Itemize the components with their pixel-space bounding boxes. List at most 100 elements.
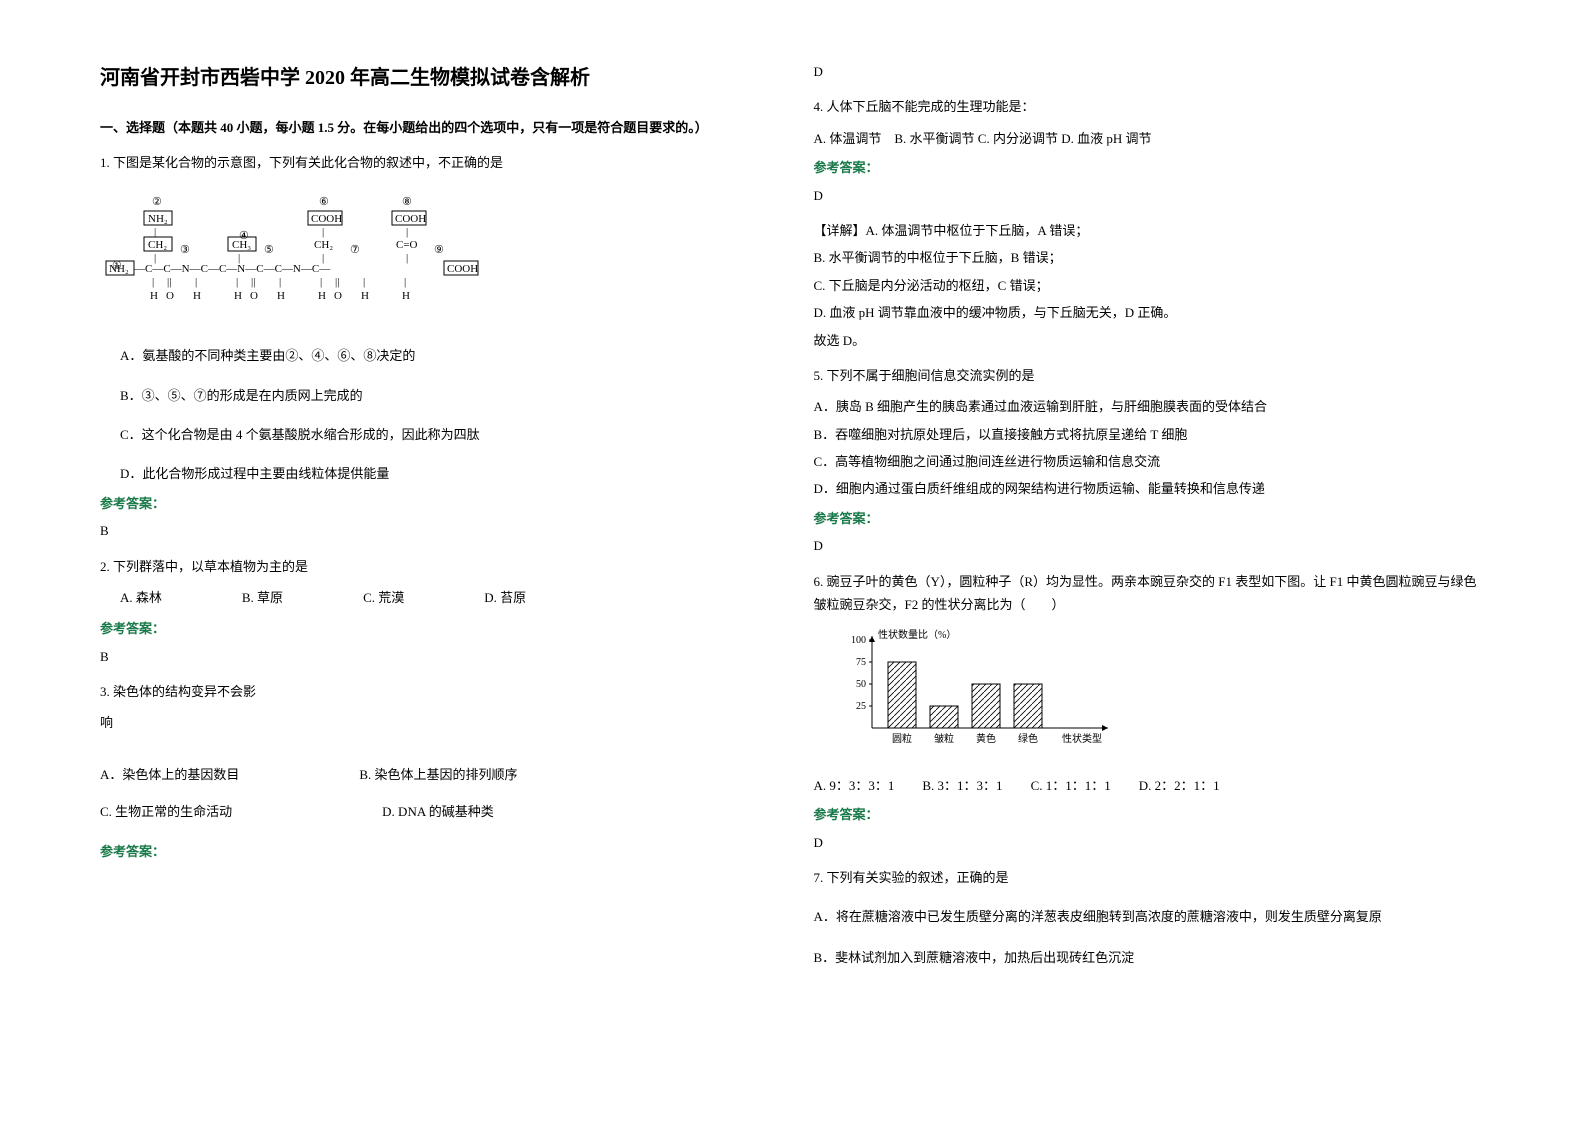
detail-label: 【详解】 <box>814 223 866 238</box>
svg-text:O: O <box>334 290 342 302</box>
svg-text:⑤: ⑤ <box>264 244 274 256</box>
svg-text:H: H <box>277 290 285 302</box>
q1-option-d: D．此化合物形成过程中主要由线粒体提供能量 <box>120 462 774 485</box>
svg-text:⑥: ⑥ <box>319 196 329 208</box>
svg-text:黄色: 黄色 <box>976 732 996 745</box>
q2-option-c: C. 荒漠 <box>363 586 404 609</box>
q3-row2: C. 生物正常的生命活动 D. DNA 的碱基种类 <box>100 800 774 823</box>
q1-option-a: A．氨基酸的不同种类主要由②、④、⑥、⑧决定的 <box>120 344 774 367</box>
q6-option-c: C. 1：1：1：1 <box>1031 774 1111 797</box>
svg-text:⑧: ⑧ <box>402 196 412 208</box>
svg-text:CH₂: CH₂ <box>148 239 167 251</box>
svg-text:COOH: COOH <box>395 213 426 225</box>
svg-text:|: | <box>152 276 154 288</box>
q4-detail-b: B. 水平衡调节的中枢位于下丘脑，B 错误； <box>814 246 1488 269</box>
q1-option-c: C．这个化合物是由 4 个氨基酸脱水缩合形成的，因此称为四肽 <box>120 423 774 446</box>
q7-option-a: A．将在蔗糖溶液中已发生质壁分离的洋葱表皮细胞转到高浓度的蔗糖溶液中，则发生质壁… <box>814 903 1488 932</box>
q1-answer: B <box>100 519 774 542</box>
question-1: 1. 下图是某化合物的示意图，下列有关此化合物的叙述中，不正确的是 .lbl {… <box>100 151 774 542</box>
q4-answer-label: 参考答案： <box>814 156 1488 179</box>
q3-option-a: A．染色体上的基因数目 <box>100 763 239 786</box>
q3-answer-label: 参考答案： <box>100 840 774 863</box>
q7-text: 7. 下列有关实验的叙述，正确的是 <box>814 866 1488 889</box>
svg-text:H: H <box>150 290 158 302</box>
q3-text2: 响 <box>100 711 774 734</box>
q2-text: 2. 下列群落中，以草本植物为主的是 <box>100 555 774 578</box>
q4-detail-a-text: A. 体温调节中枢位于下丘脑，A 错误； <box>866 223 1089 238</box>
q3-option-d: D. DNA 的碱基种类 <box>382 800 494 823</box>
svg-text:|: | <box>154 226 156 238</box>
svg-text:|: | <box>363 276 365 288</box>
svg-text:圆粒: 圆粒 <box>892 732 912 745</box>
question-4: 4. 人体下丘脑不能完成的生理功能是： A. 体温调节 B. 水平衡调节 C. … <box>814 95 1488 352</box>
q4-detail-a: 【详解】A. 体温调节中枢位于下丘脑，A 错误； <box>814 219 1488 242</box>
q4-detail-d: D. 血液 pH 调节靠血液中的缓冲物质，与下丘脑无关，D 正确。 <box>814 301 1488 324</box>
q5-option-c: C．高等植物细胞之间通过胞间连丝进行物质运输和信息交流 <box>814 450 1488 473</box>
q2-option-a: A. 森林 <box>120 586 162 609</box>
svg-text:H: H <box>402 290 410 302</box>
q3-answer: D <box>814 60 1488 83</box>
svg-text:25: 25 <box>856 701 866 712</box>
svg-text:CH₂: CH₂ <box>314 239 333 251</box>
q4-text: 4. 人体下丘脑不能完成的生理功能是： <box>814 95 1488 118</box>
q6-text: 6. 豌豆子叶的黄色（Y），圆粒种子（R）均为显性。两亲本豌豆杂交的 F1 表型… <box>814 570 1488 617</box>
q6-answer: D <box>814 831 1488 854</box>
svg-text:H: H <box>361 290 369 302</box>
q4-detail-c: C. 下丘脑是内分泌活动的枢纽，C 错误； <box>814 274 1488 297</box>
bar-chart-svg: 性状数量比（%）255075100圆粒皱粒黄色绿色性状类型 <box>834 626 1114 756</box>
svg-text:性状数量比（%）: 性状数量比（%） <box>878 628 956 641</box>
svg-text:50: 50 <box>856 679 866 690</box>
q6-option-d: D. 2：2：1：1 <box>1139 774 1220 797</box>
svg-text:||: || <box>167 276 171 288</box>
svg-text:|: | <box>406 252 408 264</box>
q1-option-b: B．③、⑤、⑦的形成是在内质网上完成的 <box>120 384 774 407</box>
svg-text:皱粒: 皱粒 <box>934 732 954 745</box>
q6-options: A. 9：3：3：1 B. 3：1：3：1 C. 1：1：1：1 D. 2：2：… <box>814 774 1488 797</box>
svg-text:|: | <box>279 276 281 288</box>
q1-answer-label: 参考答案： <box>100 492 774 515</box>
svg-text:|: | <box>404 276 406 288</box>
question-3: 3. 染色体的结构变异不会影 响 A．染色体上的基因数目 B. 染色体上基因的排… <box>100 680 774 863</box>
q5-option-b: B．吞噬细胞对抗原处理后，以直接接触方式将抗原呈递给 T 细胞 <box>814 423 1488 446</box>
q3-option-b: B. 染色体上基因的排列顺序 <box>359 763 517 786</box>
chemical-structure-svg: .lbl { font-size: 11px; font-family: Sim… <box>104 191 484 321</box>
q2-option-b: B. 草原 <box>242 586 283 609</box>
svg-text:|: | <box>236 276 238 288</box>
svg-text:⑨: ⑨ <box>434 244 444 256</box>
svg-text:NH₂: NH₂ <box>148 213 168 225</box>
q6-option-a: A. 9：3：3：1 <box>814 774 895 797</box>
svg-text:绿色: 绿色 <box>1018 732 1038 745</box>
q3-text: 3. 染色体的结构变异不会影 <box>100 680 774 703</box>
svg-text:COOH: COOH <box>311 213 342 225</box>
svg-text:H: H <box>318 290 326 302</box>
q2-option-d: D. 苔原 <box>484 586 526 609</box>
q4-options: A. 体温调节 B. 水平衡调节 C. 内分泌调节 D. 血液 pH 调节 <box>814 127 1488 150</box>
svg-text:NH₂: NH₂ <box>109 263 129 275</box>
q3-option-c: C. 生物正常的生命活动 <box>100 800 232 823</box>
svg-text:H: H <box>193 290 201 302</box>
svg-text:100: 100 <box>851 635 866 646</box>
q6-answer-label: 参考答案： <box>814 803 1488 826</box>
left-column: 河南省开封市西砦中学 2020 年高二生物模拟试卷含解析 一、选择题（本题共 4… <box>80 60 794 1062</box>
svg-text:|: | <box>406 226 408 238</box>
q5-answer-label: 参考答案： <box>814 507 1488 530</box>
q5-option-a: A．胰岛 B 细胞产生的胰岛素通过血液运输到肝脏，与肝细胞膜表面的受体结合 <box>814 395 1488 418</box>
svg-text:O: O <box>250 290 258 302</box>
svg-text:||: || <box>335 276 339 288</box>
q6-option-b: B. 3：1：3：1 <box>922 774 1002 797</box>
question-7: 7. 下列有关实验的叙述，正确的是 A．将在蔗糖溶液中已发生质壁分离的洋葱表皮细… <box>814 866 1488 969</box>
q5-option-d: D．细胞内通过蛋白质纤维组成的网架结构进行物质运输、能量转换和信息传递 <box>814 477 1488 500</box>
svg-text:C=O: C=O <box>396 239 418 251</box>
q5-text: 5. 下列不属于细胞间信息交流实例的是 <box>814 364 1488 387</box>
svg-text:⑦: ⑦ <box>350 244 360 256</box>
page-title: 河南省开封市西砦中学 2020 年高二生物模拟试卷含解析 <box>100 60 774 96</box>
svg-text:③: ③ <box>180 244 190 256</box>
q1-diagram: .lbl { font-size: 11px; font-family: Sim… <box>100 187 774 332</box>
svg-text:75: 75 <box>856 657 866 668</box>
question-5: 5. 下列不属于细胞间信息交流实例的是 A．胰岛 B 细胞产生的胰岛素通过血液运… <box>814 364 1488 558</box>
svg-text:②: ② <box>152 196 162 208</box>
q7-option-b: B．斐林试剂加入到蔗糖溶液中，加热后出现砖红色沉淀 <box>814 946 1488 969</box>
q2-answer: B <box>100 645 774 668</box>
q6-bar-chart: 性状数量比（%）255075100圆粒皱粒黄色绿色性状类型 <box>834 626 1488 763</box>
svg-text:|: | <box>322 226 324 238</box>
